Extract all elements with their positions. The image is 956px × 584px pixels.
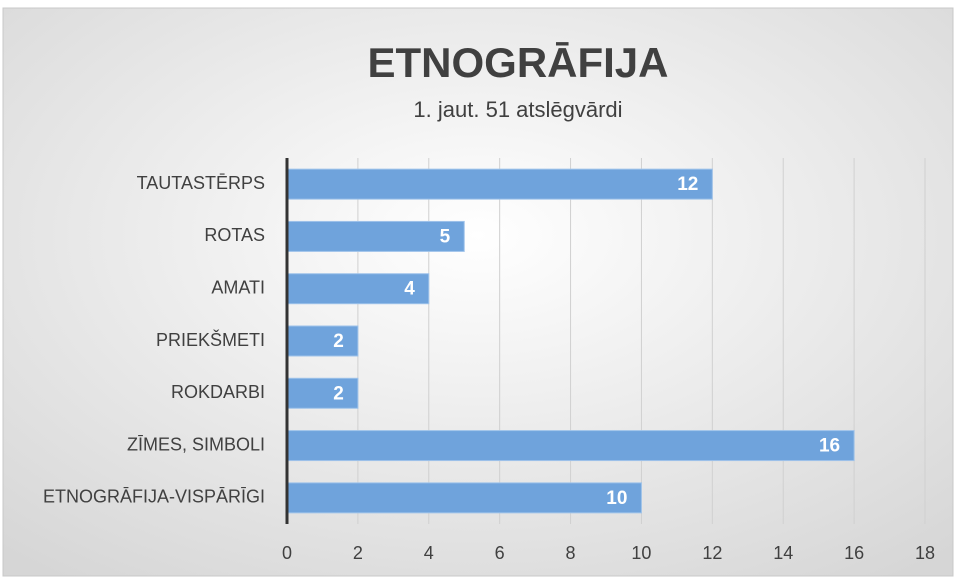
x-tick-label: 14 xyxy=(773,543,793,563)
y-tick-label: PRIEKŠMETI xyxy=(156,329,265,350)
data-label: 5 xyxy=(440,226,451,247)
bar xyxy=(286,430,855,462)
y-tick-label: TAUTASTĒRPS xyxy=(137,173,265,193)
y-tick-label: ZĪMES, SIMBOLI xyxy=(127,434,265,454)
y-tick-label: ETNOGRĀFIJA-VISPĀRĪGI xyxy=(43,487,265,507)
data-label: 10 xyxy=(606,488,627,509)
x-tick-label: 6 xyxy=(495,543,505,563)
y-tick-label: ROKDARBI xyxy=(171,382,265,402)
x-tick-label: 8 xyxy=(566,543,576,563)
chart-background xyxy=(2,7,954,577)
chart-subtitle: 1. jaut. 51 atslēgvārdi xyxy=(413,97,622,122)
bar xyxy=(286,482,642,514)
bar xyxy=(286,168,713,200)
bar xyxy=(286,220,465,252)
x-tick-label: 4 xyxy=(424,543,434,563)
x-tick-label: 16 xyxy=(844,543,864,563)
data-label: 4 xyxy=(404,279,415,300)
data-label: 16 xyxy=(819,436,840,457)
x-tick-label: 12 xyxy=(702,543,722,563)
y-tick-label: AMATI xyxy=(211,277,265,297)
bar xyxy=(286,325,359,357)
x-tick-label: 0 xyxy=(282,543,292,563)
data-label: 2 xyxy=(333,331,344,352)
chart-title: ETNOGRĀFIJA xyxy=(367,39,668,86)
y-tick-label: ROTAS xyxy=(204,225,265,245)
bar xyxy=(286,377,359,409)
x-tick-label: 18 xyxy=(915,543,935,563)
x-tick-label: 2 xyxy=(353,543,363,563)
data-label: 2 xyxy=(333,383,344,404)
data-label: 12 xyxy=(677,174,698,195)
x-tick-label: 10 xyxy=(631,543,651,563)
